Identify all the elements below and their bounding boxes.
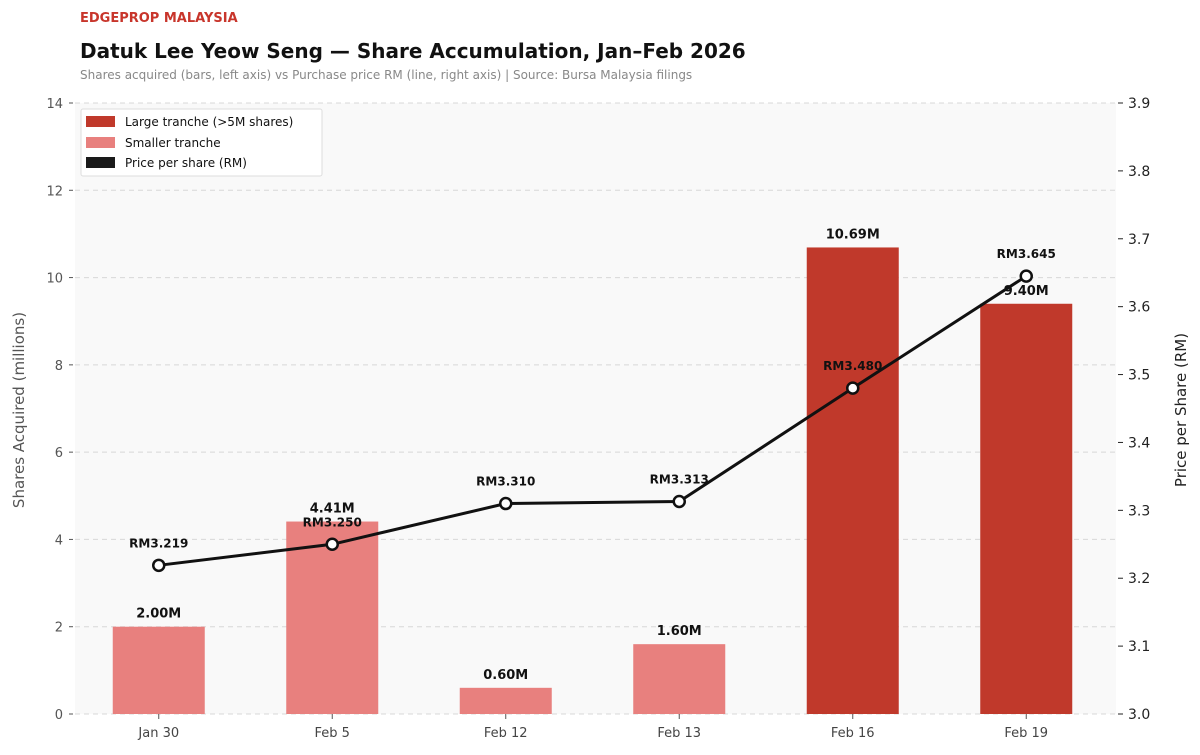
legend-label-price: Price per share (RM) [125,156,247,170]
y-left-tick-label: 8 [55,359,63,374]
x-tick-label: Feb 19 [1004,726,1048,741]
y-left-tick-label: 12 [46,184,63,199]
y-right-tick-label: 3.2 [1128,571,1150,587]
price-label: RM3.645 [997,247,1056,261]
chart-title: Datuk Lee Yeow Seng — Share Accumulation… [80,39,746,63]
x-tick-label: Feb 13 [657,726,701,741]
bar [459,687,552,714]
y-left-tick-label: 0 [55,708,63,723]
bar [286,521,379,714]
y-right-tick-label: 3.1 [1128,639,1150,655]
bar-value-label: 4.41M [310,502,355,517]
y-axis-right-label: Price per Share (RM) [1172,333,1190,487]
price-point [672,494,686,509]
bar-value-label: 0.60M [483,668,528,683]
price-label: RM3.250 [303,515,362,529]
axes: 0 2 4 6 8 10 12 14 3.0 3.1 3.2 3.3 3.4 3.5 3.6 3.7 3.8 3.… [46,96,1150,741]
price-point [325,537,339,552]
y-right-tick-label: 3.9 [1128,96,1150,112]
legend: Large tranche (>5M shares) Smaller tranc… [80,108,323,177]
legend-label-large: Large tranche (>5M shares) [125,115,293,129]
price-point [499,496,513,511]
price-point [846,381,860,395]
price-line-path [158,274,1028,567]
legend-swatch-large [86,116,115,127]
y-left-tick-label: 4 [55,533,63,548]
price-label: RM3.219 [129,536,188,550]
y-left-tick-label: 2 [55,621,63,636]
plot-area [75,103,1116,714]
y-right-tick-label: 3.8 [1128,164,1150,180]
y-left-tick-label: 6 [55,446,63,461]
bar [806,247,899,714]
bar-value-label: 9.40M [1004,284,1049,299]
bar [633,644,726,714]
y-right-tick-label: 3.6 [1128,300,1150,316]
bar-value-label: 10.69M [826,227,880,242]
price-label: RM3.310 [476,475,535,489]
bars [112,247,1073,714]
brand-label: EDGEPROP MALAYSIA [80,11,238,26]
bar-value-label: 2.00M [136,607,181,622]
bar-labels: 2.00M 4.41M 0.60M 1.60M 10.69M 9.40M [136,227,1049,682]
y-axis-left-label: Shares Acquired (millions) [10,312,28,508]
y-right-tick-label: 3.5 [1128,368,1150,384]
x-tick-label: Feb 16 [831,726,875,741]
price-label: RM3.480 [823,359,882,373]
legend-box [80,108,323,177]
price-point [152,558,166,573]
x-tick-label: Jan 30 [137,726,179,741]
price-label: RM3.313 [650,473,709,487]
gridlines [75,102,1116,715]
y-right-tick-label: 3.0 [1128,707,1150,723]
x-tick-label: Feb 5 [315,726,350,741]
bar [980,303,1073,714]
y-left-tick-label: 10 [46,272,63,287]
bar [112,626,205,714]
legend-swatch-price [86,157,115,168]
y-left-tick-label: 14 [46,97,63,112]
y-right-tick-label: 3.3 [1128,503,1150,519]
bar-value-label: 1.60M [657,624,702,639]
y-right-tick-label: 3.7 [1128,232,1150,248]
price-point [1019,269,1033,283]
chart-subtitle: Shares acquired (bars, left axis) vs Pur… [80,68,692,82]
legend-label-small: Smaller tranche [125,136,221,150]
legend-swatch-small [86,137,115,148]
y-right-tick-label: 3.4 [1128,435,1150,451]
price-line: RM3.219 RM3.250 RM3.310 RM3.313 RM3.480 RM3.6… [129,247,1056,573]
x-tick-label: Feb 12 [484,726,528,741]
